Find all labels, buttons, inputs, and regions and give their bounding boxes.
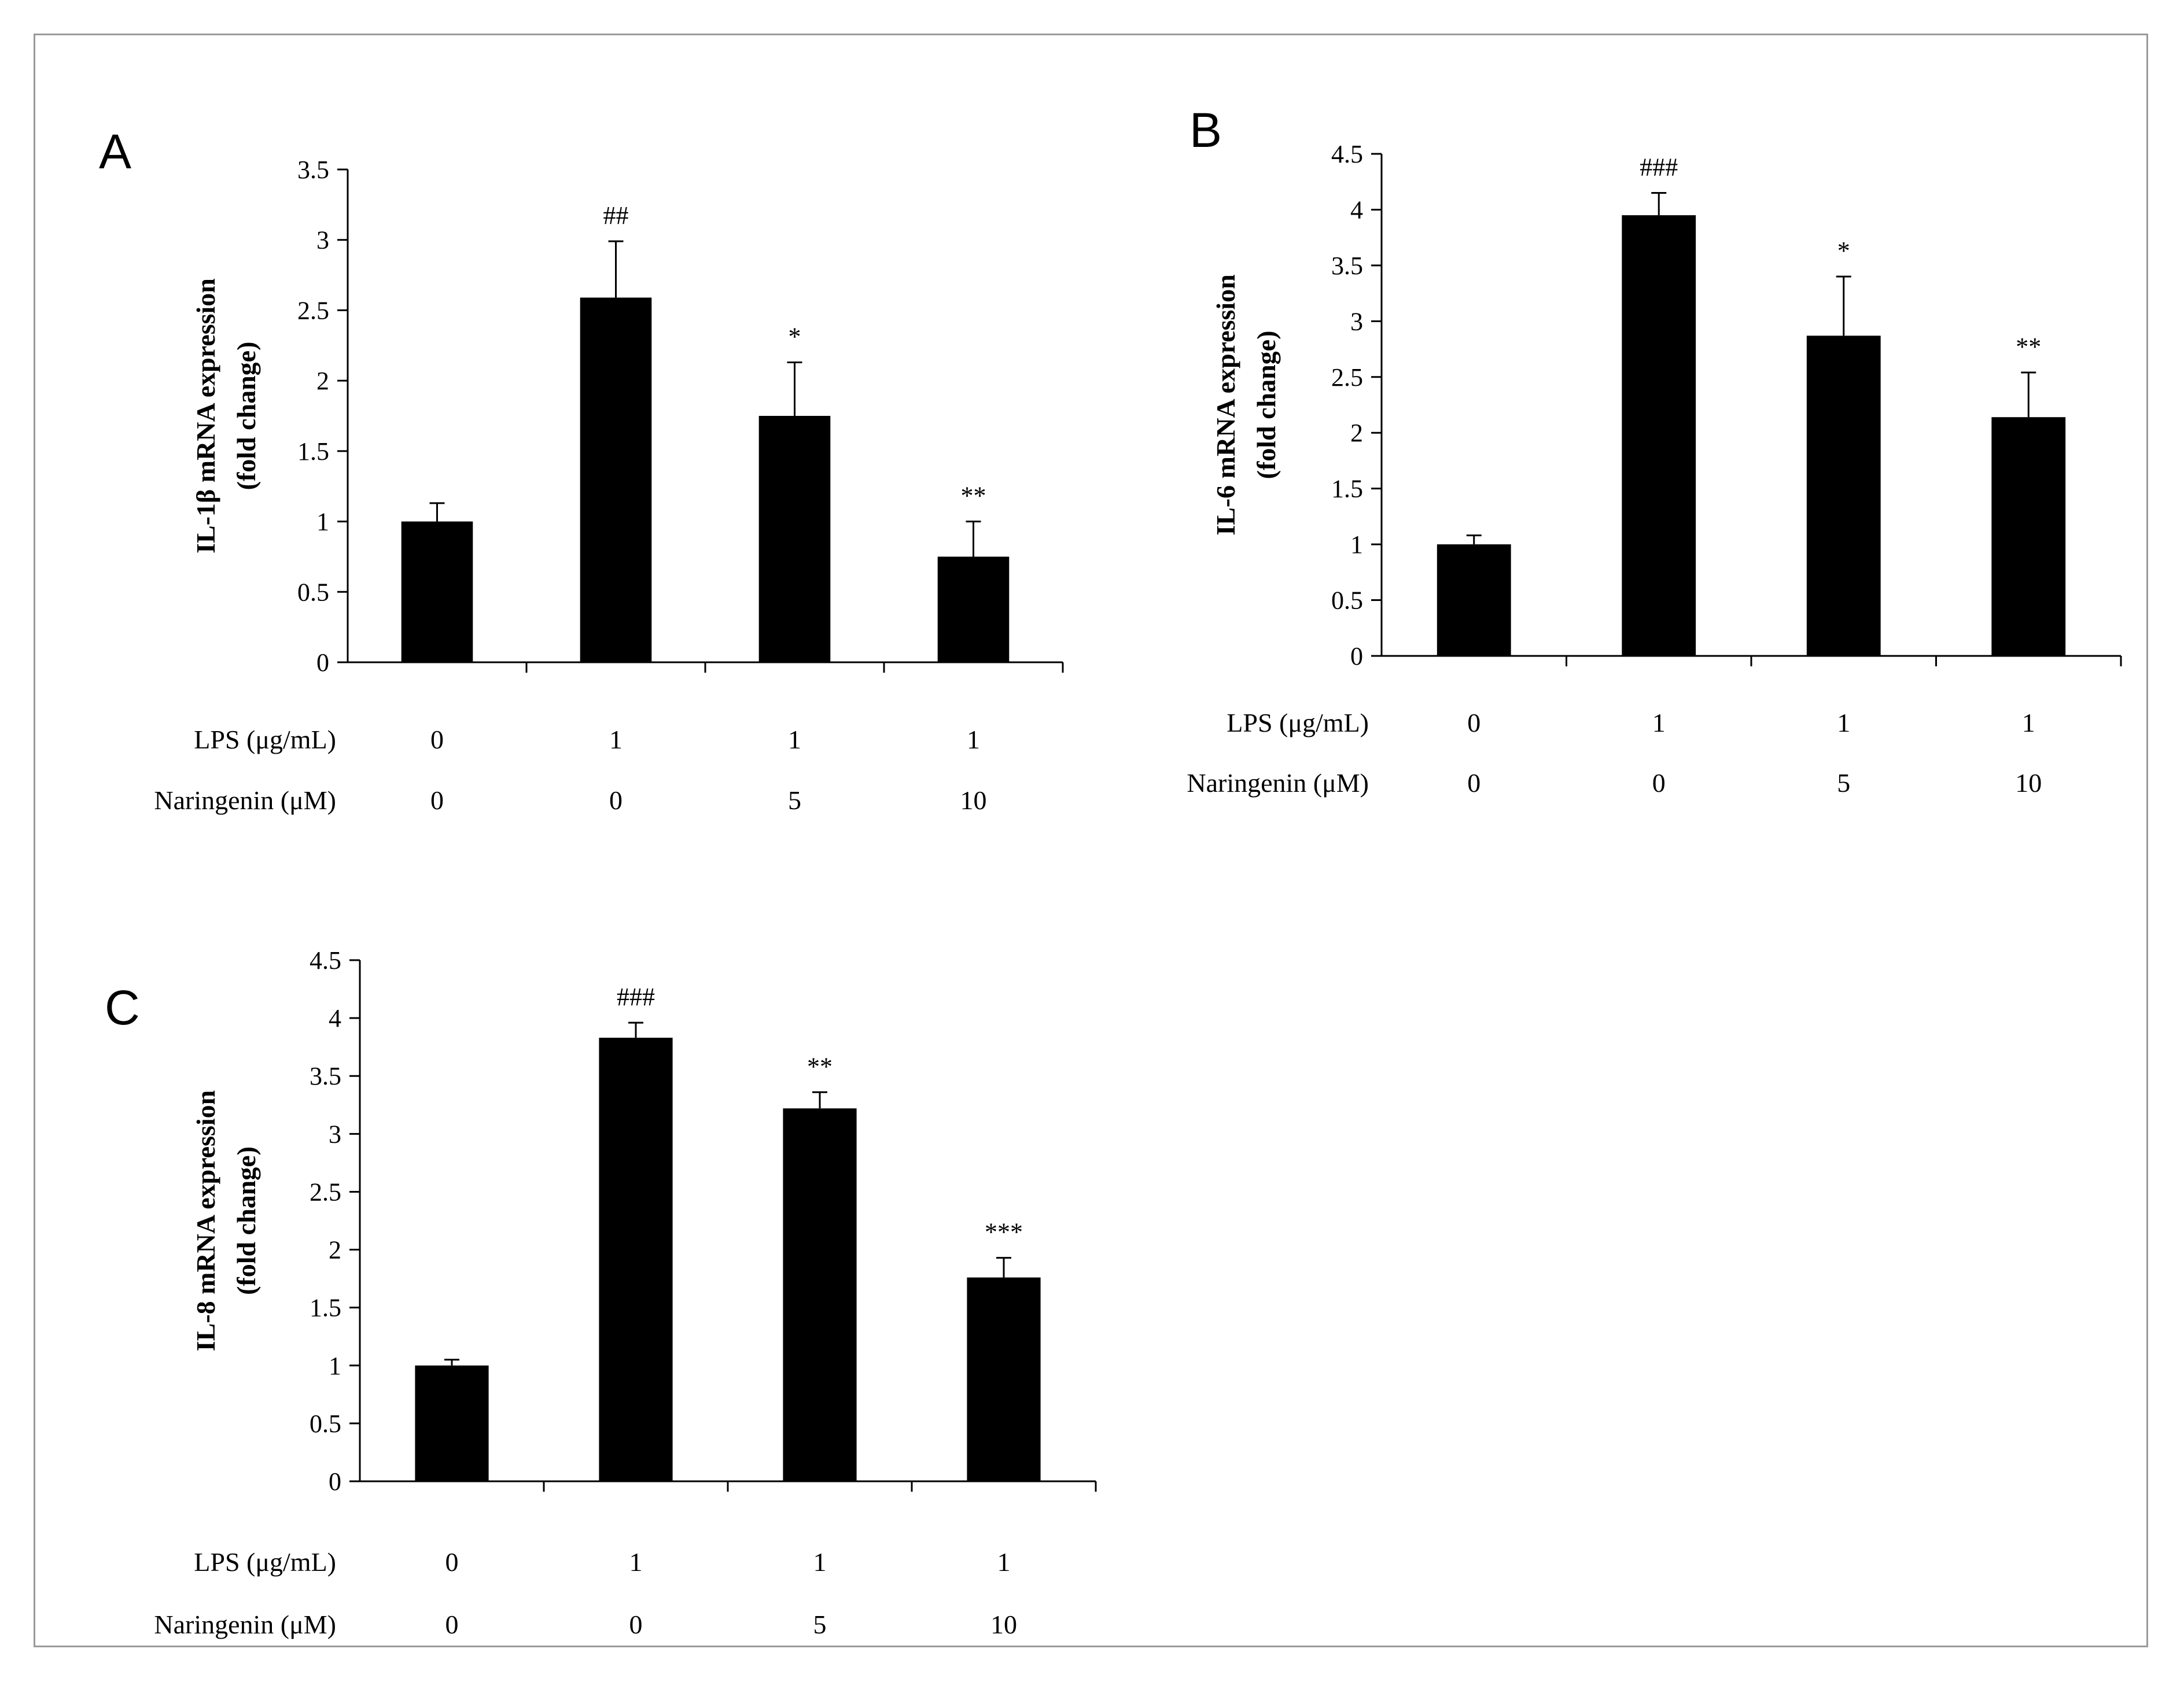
- bar: [758, 416, 831, 662]
- figure-frame: A 0 0.5 1 1.5 2 2.5 3 3.5 IL-1β mRNA expression (f…: [34, 34, 2148, 1647]
- y-tick-label: 3: [316, 226, 329, 254]
- y-tick-label: 4: [1350, 196, 1363, 224]
- y-tick-label: 4: [329, 1004, 341, 1032]
- significance-annotation: *: [789, 322, 801, 351]
- y-tick-label: 2: [1350, 419, 1363, 447]
- panel-c-chart: C 0 0.5 1 1.5 2 2.5 3 3.5 4 4.5 IL-8 mRNA expressio…: [105, 946, 1097, 1639]
- condition-value: 0: [609, 785, 623, 815]
- y-tick-label: 3: [329, 1120, 341, 1148]
- panel-a-chart: A 0 0.5 1 1.5 2 2.5 3 3.5 IL-1β mRNA expression (f…: [99, 124, 1064, 815]
- panel-label: B: [1189, 103, 1222, 157]
- condition-value: 0: [430, 725, 444, 754]
- bar: [967, 1277, 1041, 1481]
- significance-annotation: ###: [1640, 153, 1678, 182]
- condition-label: Naringenin (μM): [154, 785, 336, 815]
- condition-value: 10: [990, 1610, 1017, 1639]
- y-axis-label: IL-1β mRNA expression: [191, 278, 220, 554]
- y-tick-label: 2: [316, 367, 329, 395]
- y-tick-label: 0.5: [310, 1410, 341, 1438]
- condition-value: 10: [2015, 768, 2042, 798]
- condition-value: 1: [788, 725, 801, 754]
- bar: [783, 1108, 857, 1481]
- y-tick-label: 1: [329, 1352, 341, 1380]
- bar: [580, 297, 652, 662]
- condition-label: LPS (μg/mL): [194, 725, 336, 754]
- condition-value: 10: [960, 785, 987, 815]
- y-tick-label: 2: [329, 1236, 341, 1264]
- condition-label: LPS (μg/mL): [194, 1547, 336, 1577]
- y-tick-label: 1.5: [310, 1294, 341, 1322]
- y-axis-label-secondary: (fold change): [231, 1146, 261, 1295]
- bar: [415, 1365, 489, 1481]
- condition-value: 0: [445, 1610, 459, 1639]
- significance-annotation: **: [961, 482, 986, 510]
- y-tick-label: 1: [1350, 530, 1363, 559]
- condition-value: 5: [788, 785, 801, 815]
- significance-annotation: ##: [603, 201, 629, 230]
- y-tick-label: 0.5: [297, 578, 329, 606]
- y-axis-label: IL-8 mRNA expression: [191, 1090, 220, 1352]
- bar: [1991, 417, 2066, 656]
- y-axis-label: IL-6 mRNA expression: [1211, 274, 1240, 536]
- y-tick-label: 1.5: [1331, 475, 1363, 503]
- y-axis-label-secondary: (fold change): [1251, 331, 1281, 479]
- condition-value: 1: [1837, 708, 1850, 737]
- y-tick-label: 3: [1350, 307, 1363, 335]
- condition-value: 1: [1652, 708, 1666, 737]
- y-tick-label: 3.5: [310, 1062, 341, 1090]
- panel-label: A: [99, 124, 131, 179]
- condition-value: 1: [2022, 708, 2035, 737]
- condition-value: 1: [609, 725, 623, 754]
- significance-annotation: *: [1837, 237, 1850, 265]
- bar: [1622, 215, 1696, 656]
- condition-value: 0: [1652, 768, 1666, 798]
- condition-value: 1: [813, 1547, 827, 1577]
- panel-b-chart: B 0 0.5 1 1.5 2 2.5 3 3.5 4 4.5 IL-6 mRNA expressio…: [1187, 103, 2122, 798]
- condition-value: 0: [1467, 708, 1480, 737]
- bar: [937, 556, 1010, 662]
- condition-value: 5: [1837, 768, 1850, 798]
- condition-value: 1: [629, 1547, 643, 1577]
- y-tick-label: 3.5: [297, 156, 329, 184]
- bar: [401, 521, 473, 662]
- y-tick-label: 2.5: [297, 296, 329, 324]
- y-tick-label: 0: [1350, 642, 1363, 670]
- y-tick-label: 0: [316, 648, 329, 677]
- panel-label: C: [105, 980, 140, 1035]
- y-tick-label: 1: [316, 508, 329, 536]
- bar: [1806, 335, 1881, 656]
- significance-annotation: **: [2016, 333, 2041, 361]
- y-axis-label-secondary: (fold change): [231, 342, 261, 490]
- y-tick-label: 2.5: [310, 1178, 341, 1206]
- condition-value: 1: [967, 725, 980, 754]
- significance-annotation: ***: [985, 1218, 1023, 1246]
- condition-label: LPS (μg/mL): [1227, 708, 1369, 737]
- condition-label: Naringenin (μM): [1187, 768, 1369, 798]
- condition-value: 5: [813, 1610, 827, 1639]
- condition-value: 0: [1467, 768, 1480, 798]
- y-tick-label: 2.5: [1331, 363, 1363, 392]
- condition-label: Naringenin (μM): [154, 1610, 336, 1639]
- y-tick-label: 1.5: [297, 437, 329, 466]
- condition-value: 0: [430, 785, 444, 815]
- condition-value: 0: [629, 1610, 643, 1639]
- y-tick-label: 0.5: [1331, 587, 1363, 615]
- significance-annotation: **: [807, 1052, 833, 1080]
- condition-value: 1: [997, 1547, 1011, 1577]
- significance-annotation: ###: [617, 983, 655, 1011]
- condition-value: 0: [445, 1547, 459, 1577]
- y-tick-label: 3.5: [1331, 252, 1363, 280]
- y-tick-label: 0: [329, 1467, 341, 1496]
- bar: [599, 1038, 673, 1481]
- bar: [1437, 544, 1511, 656]
- y-tick-label: 4.5: [1331, 140, 1363, 168]
- y-tick-label: 4.5: [310, 946, 341, 975]
